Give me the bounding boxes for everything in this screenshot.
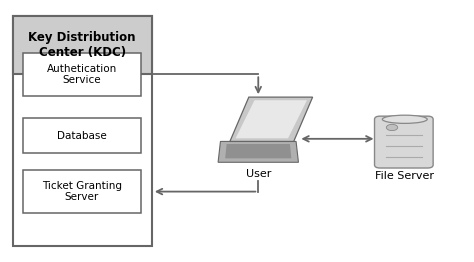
Ellipse shape xyxy=(383,115,427,123)
Text: Ticket Granting
Server: Ticket Granting Server xyxy=(42,181,122,202)
Polygon shape xyxy=(225,144,292,158)
Text: Key Distribution
Center (KDC): Key Distribution Center (KDC) xyxy=(28,31,136,59)
Circle shape xyxy=(386,124,398,131)
Polygon shape xyxy=(236,100,307,138)
FancyBboxPatch shape xyxy=(12,16,152,246)
Polygon shape xyxy=(218,141,299,162)
Text: File Server: File Server xyxy=(375,171,434,181)
Text: User: User xyxy=(246,169,271,179)
Polygon shape xyxy=(230,97,313,141)
Text: Authetication
Service: Authetication Service xyxy=(47,63,117,85)
FancyBboxPatch shape xyxy=(23,170,141,213)
Text: Database: Database xyxy=(57,130,107,140)
FancyBboxPatch shape xyxy=(23,118,141,153)
FancyBboxPatch shape xyxy=(23,53,141,96)
FancyBboxPatch shape xyxy=(12,16,152,74)
FancyBboxPatch shape xyxy=(374,116,433,168)
